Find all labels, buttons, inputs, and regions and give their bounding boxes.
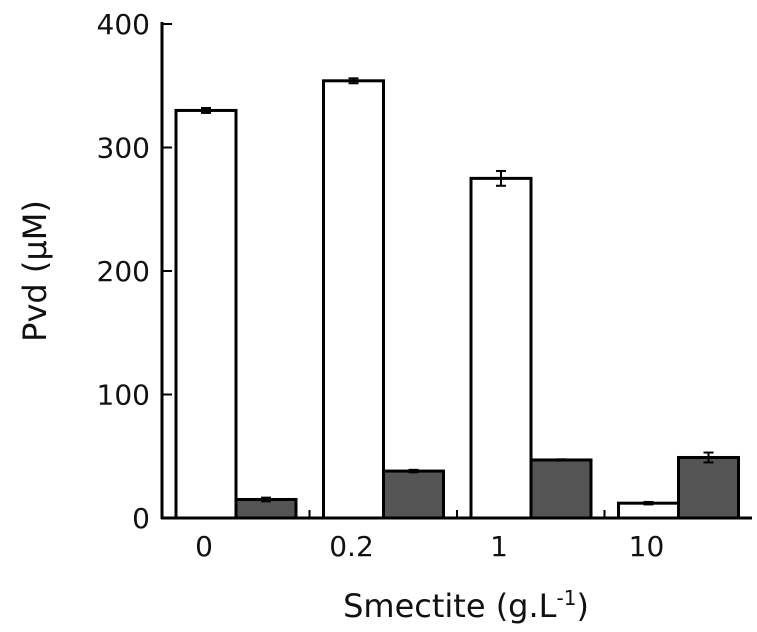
- bar-gray: [677, 455, 740, 520]
- error-bar: [703, 451, 714, 464]
- error-bar: [261, 496, 271, 503]
- x-tick-label: 10: [629, 530, 665, 563]
- x-axis-title-superscript: -1: [556, 586, 576, 610]
- bar-white: [322, 79, 385, 520]
- bar-white: [469, 176, 533, 520]
- error-bar: [201, 106, 211, 114]
- error-bar: [348, 77, 359, 85]
- x-tick-label: 0: [195, 530, 213, 563]
- error-bar: [496, 169, 506, 187]
- bar-gray: [529, 458, 593, 520]
- bar-gray: [382, 469, 445, 520]
- y-tick-label: 300: [97, 132, 150, 165]
- x-tick-label: 1: [490, 530, 508, 563]
- x-axis-title-close: ): [576, 587, 588, 625]
- bar-white: [174, 108, 238, 520]
- y-tick-label: 400: [97, 8, 150, 41]
- x-axis-title-base: Smectite (g.L: [343, 587, 557, 625]
- error-bar: [643, 500, 654, 506]
- bars: [174, 77, 740, 520]
- x-axis-ticks: 0 0.2 1 10: [195, 510, 664, 563]
- x-axis-title: Smectite (g.L-1): [343, 586, 589, 625]
- x-tick-label: 0.2: [329, 530, 374, 563]
- y-tick-label: 200: [97, 255, 150, 288]
- y-axis-ticks: 0 100 200 300 400: [97, 8, 172, 535]
- error-bar: [408, 468, 419, 474]
- error-bar: [556, 458, 566, 462]
- y-axis-title: Pvd (µM): [16, 200, 54, 342]
- y-tick-label: 100: [97, 379, 150, 412]
- y-tick-label: 0: [132, 502, 150, 535]
